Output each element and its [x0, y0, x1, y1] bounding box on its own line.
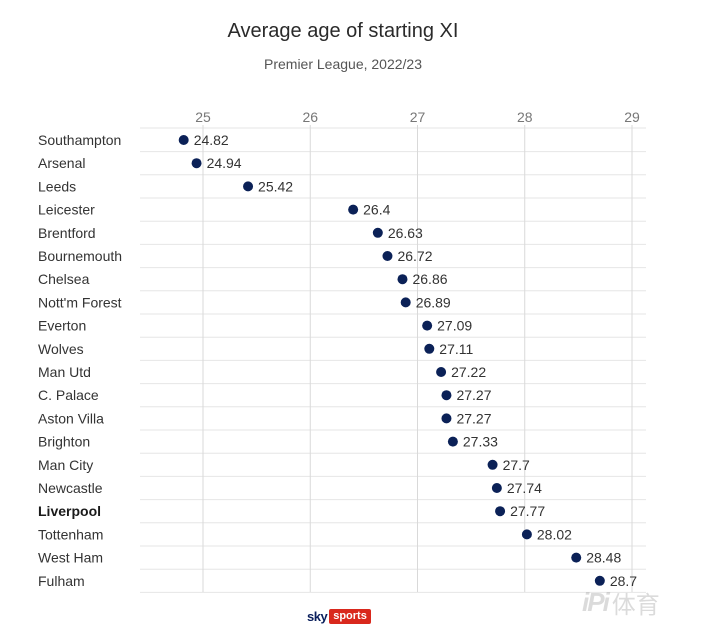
category-label: Newcastle: [38, 480, 103, 496]
data-point: [436, 367, 447, 377]
value-label: 28.7: [610, 573, 637, 589]
data-point: [491, 483, 502, 493]
category-label: Tottenham: [38, 526, 103, 542]
data-point: [521, 529, 532, 540]
data-point: [397, 274, 408, 285]
value-label: 27.27: [456, 387, 491, 403]
category-label: Arsenal: [38, 155, 85, 171]
value-label: 27.33: [463, 434, 498, 450]
watermark-mark: iPi: [582, 587, 610, 617]
x-tick-label: 29: [624, 109, 640, 125]
category-label: Aston Villa: [38, 410, 104, 426]
data-point: [348, 204, 359, 215]
data-point: [422, 320, 433, 331]
logo-sky-text: sky: [307, 609, 328, 624]
data-point: [400, 297, 411, 308]
category-label: Man Utd: [38, 364, 91, 380]
x-tick-label: 28: [517, 109, 533, 125]
watermark-text: 体育: [611, 592, 660, 619]
sky-sports-logo: sky sports: [307, 609, 371, 624]
category-label: Man City: [38, 457, 93, 473]
value-label: 25.42: [258, 178, 293, 194]
value-label: 27.11: [439, 341, 473, 357]
data-point: [178, 135, 189, 145]
value-label: 26.72: [397, 248, 432, 264]
watermark-logo: iPi 体育: [582, 585, 660, 620]
value-label: 28.02: [537, 526, 572, 542]
value-label: 24.94: [207, 155, 242, 171]
data-point: [243, 181, 254, 192]
value-label: 27.7: [503, 457, 530, 473]
category-label: Leeds: [38, 178, 76, 194]
data-point: [441, 390, 452, 401]
value-label: 27.74: [507, 480, 542, 496]
value-label: 26.63: [388, 225, 423, 241]
data-point: [447, 436, 458, 447]
value-label: 26.89: [416, 294, 451, 310]
x-tick-label: 27: [410, 109, 426, 125]
category-label: Southampton: [38, 132, 121, 148]
x-tick-label: 25: [195, 109, 211, 125]
category-label: Fulham: [38, 573, 85, 589]
value-label: 24.82: [194, 132, 229, 148]
chart-title: Average age of starting XI: [227, 20, 459, 42]
category-label: Liverpool: [38, 503, 101, 519]
x-tick-label: 26: [302, 109, 318, 125]
category-label: Leicester: [38, 202, 95, 218]
category-label: Wolves: [38, 341, 84, 357]
data-point: [594, 575, 605, 586]
value-label: 26.86: [412, 271, 447, 287]
category-label: Bournemouth: [38, 248, 122, 264]
category-label: Brentford: [38, 225, 96, 241]
data-point: [382, 251, 393, 261]
data-point: [424, 343, 435, 354]
category-label: C. Palace: [38, 387, 99, 403]
logo-sports-text: sports: [329, 609, 371, 624]
data-point: [191, 158, 202, 169]
category-label: Chelsea: [38, 271, 90, 287]
value-label: 27.22: [451, 364, 486, 380]
data-point: [495, 506, 506, 517]
category-label: Brighton: [38, 434, 90, 450]
chart-subtitle: Premier League, 2022/23: [264, 56, 422, 72]
data-point: [441, 413, 452, 424]
category-label: Everton: [38, 318, 86, 334]
value-label: 27.27: [456, 410, 491, 426]
value-label: 26.4: [363, 202, 390, 218]
value-label: 28.48: [586, 550, 621, 566]
category-label: West Ham: [38, 550, 103, 566]
data-point: [487, 459, 498, 470]
category-label: Nott'm Forest: [38, 294, 122, 310]
value-label: 27.09: [437, 318, 472, 334]
data-point: [372, 227, 383, 238]
value-label: 27.77: [510, 503, 545, 519]
data-point: [571, 552, 582, 563]
